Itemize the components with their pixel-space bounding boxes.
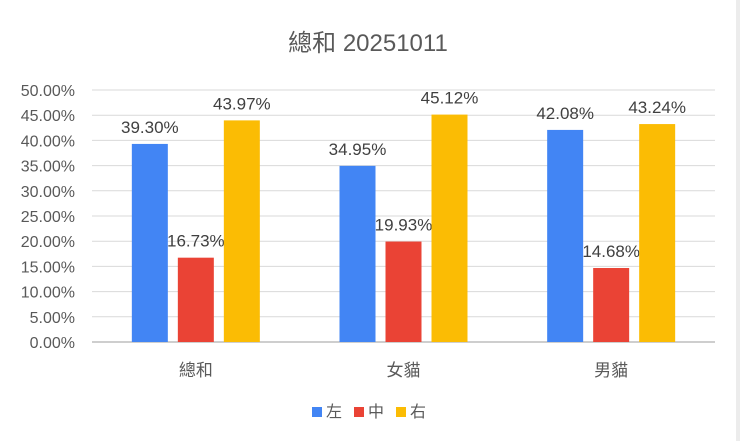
data-label: 19.93% bbox=[375, 216, 433, 235]
legend-label: 中 bbox=[368, 403, 384, 421]
bar bbox=[431, 114, 468, 342]
bar bbox=[593, 268, 630, 342]
data-label: 39.30% bbox=[121, 118, 179, 137]
bar bbox=[223, 120, 260, 342]
legend-swatch bbox=[312, 407, 322, 417]
data-label: 43.97% bbox=[213, 94, 271, 113]
y-tick-label: 5.00% bbox=[30, 310, 75, 327]
legend: 左中右 bbox=[312, 403, 426, 421]
bar bbox=[385, 241, 422, 342]
y-tick-label: 45.00% bbox=[21, 108, 75, 125]
y-tick-label: 10.00% bbox=[21, 285, 75, 302]
y-tick-label: 50.00% bbox=[21, 83, 75, 100]
bar bbox=[547, 129, 584, 342]
chart-title: 總和 20251011 bbox=[288, 30, 448, 57]
legend-label: 左 bbox=[326, 403, 342, 421]
data-label: 45.12% bbox=[421, 89, 479, 108]
legend-swatch bbox=[396, 407, 406, 417]
x-axis: 總和 女貓 男貓 bbox=[179, 361, 628, 380]
y-tick-label: 35.00% bbox=[21, 159, 75, 176]
y-tick-label: 20.00% bbox=[21, 234, 75, 251]
data-label: 42.08% bbox=[536, 104, 594, 123]
y-tick-label: 0.00% bbox=[30, 335, 75, 352]
y-tick-label: 30.00% bbox=[21, 184, 75, 201]
legend-label: 右 bbox=[410, 403, 426, 421]
y-tick-label: 40.00% bbox=[21, 133, 75, 150]
data-label: 14.68% bbox=[582, 242, 640, 261]
bars: 39.30% 16.73% 43.97% 34.95% 19.93% 45.12% 42.0… bbox=[121, 89, 686, 342]
y-axis: 0.00% 5.00% 10.00% 15.00% 20.00% 25.00% 30.00%… bbox=[21, 83, 75, 352]
y-tick-label: 25.00% bbox=[21, 209, 75, 226]
bar bbox=[177, 257, 214, 342]
bar bbox=[339, 165, 376, 342]
data-label: 43.24% bbox=[628, 98, 686, 117]
data-label: 34.95% bbox=[329, 140, 387, 159]
bar bbox=[131, 143, 168, 342]
data-label: 16.73% bbox=[167, 232, 225, 251]
y-tick-label: 15.00% bbox=[21, 259, 75, 276]
x-tick-label: 男貓 bbox=[594, 361, 628, 380]
window-edge bbox=[736, 0, 740, 441]
x-tick-label: 總和 bbox=[179, 361, 213, 380]
legend-swatch bbox=[354, 407, 364, 417]
bar bbox=[639, 124, 676, 342]
x-tick-label: 女貓 bbox=[387, 361, 421, 380]
